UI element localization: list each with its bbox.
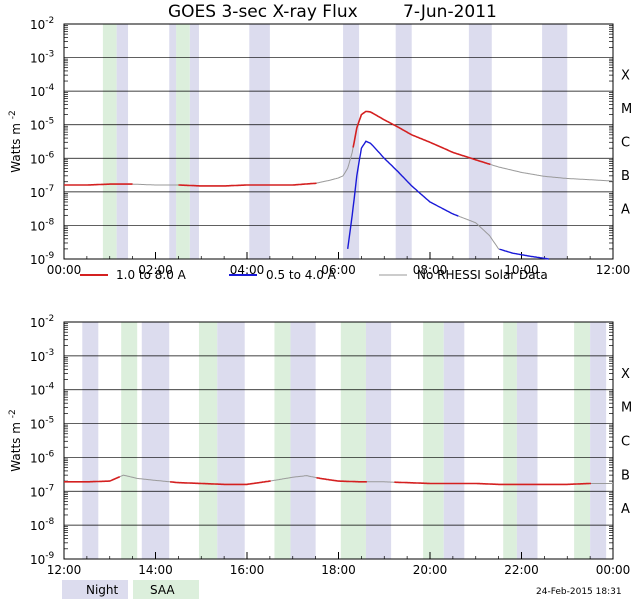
y-axis-label: Watts m -2 xyxy=(8,110,23,172)
flare-class-label: B xyxy=(621,468,630,483)
y-tick-label: 10-4 xyxy=(30,83,55,99)
x-tick-label: 00:00 xyxy=(596,563,631,577)
x-tick-label: 08:00 xyxy=(413,263,448,277)
night-band xyxy=(141,322,170,559)
y-tick-label: 10-7 xyxy=(30,184,54,200)
footer-timestamp: 24-Feb-2015 18:31 xyxy=(536,587,622,597)
night-band xyxy=(516,322,538,559)
night-band xyxy=(217,322,245,559)
night-swatch xyxy=(62,580,128,599)
saa-band xyxy=(198,322,218,559)
flare-class-label: C xyxy=(621,136,630,151)
y-tick-label: 10-5 xyxy=(30,117,54,133)
y-tick-label: 10-2 xyxy=(30,314,54,330)
saa-band xyxy=(503,322,517,559)
flare-class-label: M xyxy=(621,401,632,416)
flare-class-label: X xyxy=(621,68,630,83)
series-line-long xyxy=(352,110,491,166)
saa-band xyxy=(274,322,291,559)
x-tick-label: 14:00 xyxy=(138,563,173,577)
x-tick-label: 22:00 xyxy=(504,563,539,577)
night-band xyxy=(365,322,392,559)
night-band xyxy=(443,322,465,559)
night-band xyxy=(249,24,270,259)
y-tick-label: 10-5 xyxy=(30,416,54,432)
legend-label-nodata: No RHESSI Solar Data xyxy=(417,268,548,282)
night-band xyxy=(468,24,492,259)
series-line-long xyxy=(270,475,317,482)
y-tick-label: 10-3 xyxy=(30,348,54,364)
night-band xyxy=(590,322,607,559)
x-tick-label: 04:00 xyxy=(230,263,265,277)
series-line-long xyxy=(316,476,367,483)
x-tick-label: 18:00 xyxy=(321,563,356,577)
x-tick-label: 00:00 xyxy=(47,263,82,277)
series-line-long xyxy=(64,183,133,186)
legend-label-long: 1.0 to 8.0 A xyxy=(116,268,187,282)
flare-class-label: A xyxy=(621,203,630,218)
series-line-long xyxy=(64,475,121,483)
chart-title: GOES 3-sec X-ray Flux xyxy=(168,2,358,22)
y-tick-label: 10-4 xyxy=(30,382,55,398)
night-band xyxy=(343,24,360,259)
night-band xyxy=(290,322,316,559)
series-line-short xyxy=(347,140,459,249)
y-tick-label: 10-3 xyxy=(30,50,54,66)
night-band xyxy=(169,24,177,259)
x-tick-label: 20:00 xyxy=(413,563,448,577)
series-line-long xyxy=(119,474,171,483)
x-tick-label: 12:00 xyxy=(47,563,82,577)
saa-band xyxy=(423,322,444,559)
chart-date: 7-Jun-2011 xyxy=(403,2,497,22)
night-band xyxy=(542,24,568,259)
flare-class-label: X xyxy=(621,367,630,382)
flare-class-label: B xyxy=(621,169,630,184)
legend-label-short: 0.5 to 4.0 A xyxy=(266,268,337,282)
x-tick-label: 10:00 xyxy=(504,263,539,277)
saa-band xyxy=(574,322,591,559)
series-line-long xyxy=(132,183,179,186)
flare-class-label: A xyxy=(621,502,630,517)
x-tick-label: 16:00 xyxy=(230,563,265,577)
legend: 1.0 to 8.0 A 0.5 to 4.0 A No RHESSI Sola… xyxy=(80,268,548,282)
series-line-long xyxy=(170,480,271,486)
night-band xyxy=(82,322,99,559)
saa-band xyxy=(176,24,190,259)
series-line-long xyxy=(490,163,613,182)
night-label: Night xyxy=(86,583,119,597)
y-tick-label: 10-2 xyxy=(30,16,54,32)
night-band xyxy=(116,24,129,259)
saa-swatch xyxy=(133,580,199,599)
saa-band xyxy=(121,322,138,559)
series-line-long xyxy=(316,147,354,184)
plot-frame xyxy=(63,23,614,260)
night-band xyxy=(395,24,412,259)
flare-class-label: M xyxy=(621,102,632,117)
flare-class-label: C xyxy=(621,435,630,450)
y-tick-label: 10-6 xyxy=(30,150,55,166)
x-tick-label: 12:00 xyxy=(596,263,631,277)
shading-legend: Night SAA xyxy=(62,580,199,599)
y-axis-label: Watts m -2 xyxy=(8,409,23,471)
y-tick-label: 10-6 xyxy=(30,449,55,465)
y-tick-label: 10-7 xyxy=(30,483,54,499)
y-tick-label: 10-8 xyxy=(30,517,55,533)
x-tick-label: 02:00 xyxy=(138,263,173,277)
series-line-short xyxy=(458,215,500,250)
saa-label: SAA xyxy=(150,583,175,597)
series-line-long xyxy=(394,481,591,486)
x-tick-label: 06:00 xyxy=(321,263,356,277)
series-line-long xyxy=(178,182,317,187)
series-line-short xyxy=(499,248,549,260)
night-band xyxy=(189,24,199,259)
saa-band xyxy=(102,24,117,259)
saa-band xyxy=(340,322,366,559)
y-tick-label: 10-8 xyxy=(30,217,55,233)
